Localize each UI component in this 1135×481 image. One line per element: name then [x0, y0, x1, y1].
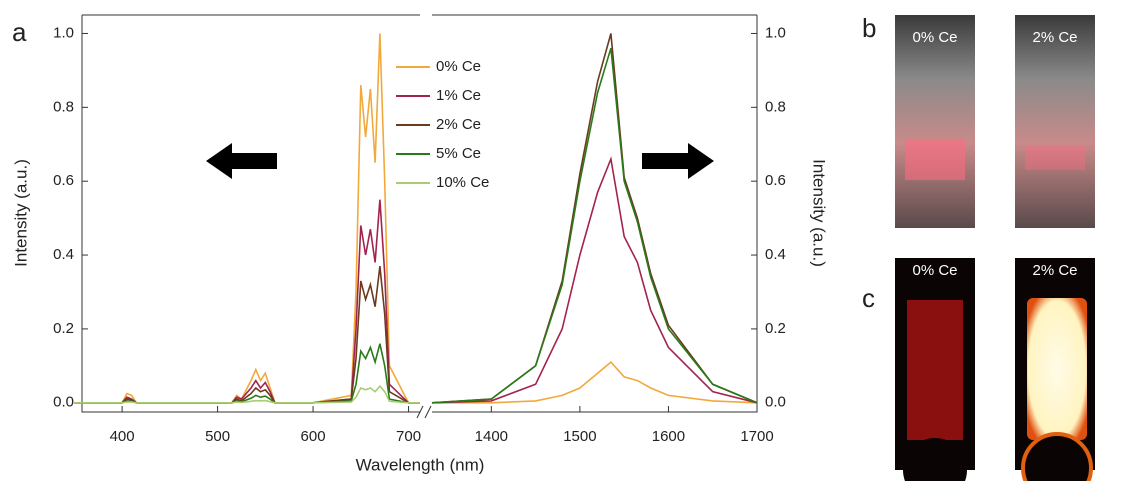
- y2-tick-label: 0.6: [765, 172, 786, 189]
- legend-label: 5% Ce: [436, 145, 481, 162]
- series-line: [431, 156, 758, 404]
- photo-label: 2% Ce: [1032, 262, 1077, 279]
- x-tick-label: 700: [396, 428, 421, 445]
- y-tick-label: 0.0: [53, 394, 74, 411]
- photo-label: 2% Ce: [1032, 29, 1077, 46]
- panel-label: a: [12, 17, 27, 47]
- series-line: [74, 266, 420, 404]
- x-tick-label: 400: [110, 428, 135, 445]
- shadow: [1021, 432, 1093, 481]
- photo: [895, 15, 975, 228]
- legend-label: 0% Ce: [436, 58, 481, 75]
- axis-frame: [81, 14, 758, 413]
- series-line: [74, 199, 420, 404]
- y-tick-label: 0.6: [53, 172, 74, 189]
- series-line: [74, 384, 420, 404]
- glow: [1025, 145, 1085, 170]
- x-axis-label: Wavelength (nm): [356, 455, 485, 474]
- y2-tick-label: 0.0: [765, 394, 786, 411]
- panel-label: c: [862, 283, 875, 313]
- photo-label: 0% Ce: [912, 262, 957, 279]
- y-tick-label: 0.2: [53, 320, 74, 337]
- y2-tick-label: 0.8: [765, 98, 786, 115]
- x-tick-label: 500: [205, 428, 230, 445]
- x-tick-label: 1700: [740, 428, 773, 445]
- series-line: [431, 47, 758, 404]
- glow: [905, 140, 965, 180]
- photo: [1015, 15, 1095, 228]
- glow: [907, 300, 963, 440]
- arrow: [206, 143, 277, 179]
- legend-label: 10% Ce: [436, 174, 489, 191]
- y2-axis-label: Intensity (a.u.): [810, 159, 829, 267]
- x-tick-label: 1400: [475, 428, 508, 445]
- y-axis-label: Intensity (a.u.): [11, 159, 30, 267]
- series-line: [432, 360, 758, 404]
- y-tick-label: 1.0: [53, 24, 74, 41]
- panel-label: b: [862, 13, 876, 43]
- legend-label: 1% Ce: [436, 87, 481, 104]
- y2-tick-label: 0.4: [765, 246, 786, 263]
- photo-label: 0% Ce: [912, 29, 957, 46]
- x-tick-label: 1500: [563, 428, 596, 445]
- axis-break: [416, 405, 432, 419]
- x-tick-label: 600: [301, 428, 326, 445]
- y2-tick-label: 1.0: [765, 24, 786, 41]
- glow: [1027, 298, 1087, 440]
- series-line: [74, 33, 420, 404]
- x-tick-label: 1600: [652, 428, 685, 445]
- shadow: [903, 438, 967, 481]
- y-tick-label: 0.8: [53, 98, 74, 115]
- arrow: [642, 143, 714, 179]
- y-tick-label: 0.4: [53, 246, 74, 263]
- y2-tick-label: 0.2: [765, 320, 786, 337]
- legend-label: 2% Ce: [436, 116, 481, 133]
